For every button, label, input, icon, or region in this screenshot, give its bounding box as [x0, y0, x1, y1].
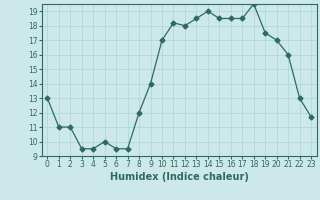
X-axis label: Humidex (Indice chaleur): Humidex (Indice chaleur): [110, 172, 249, 182]
